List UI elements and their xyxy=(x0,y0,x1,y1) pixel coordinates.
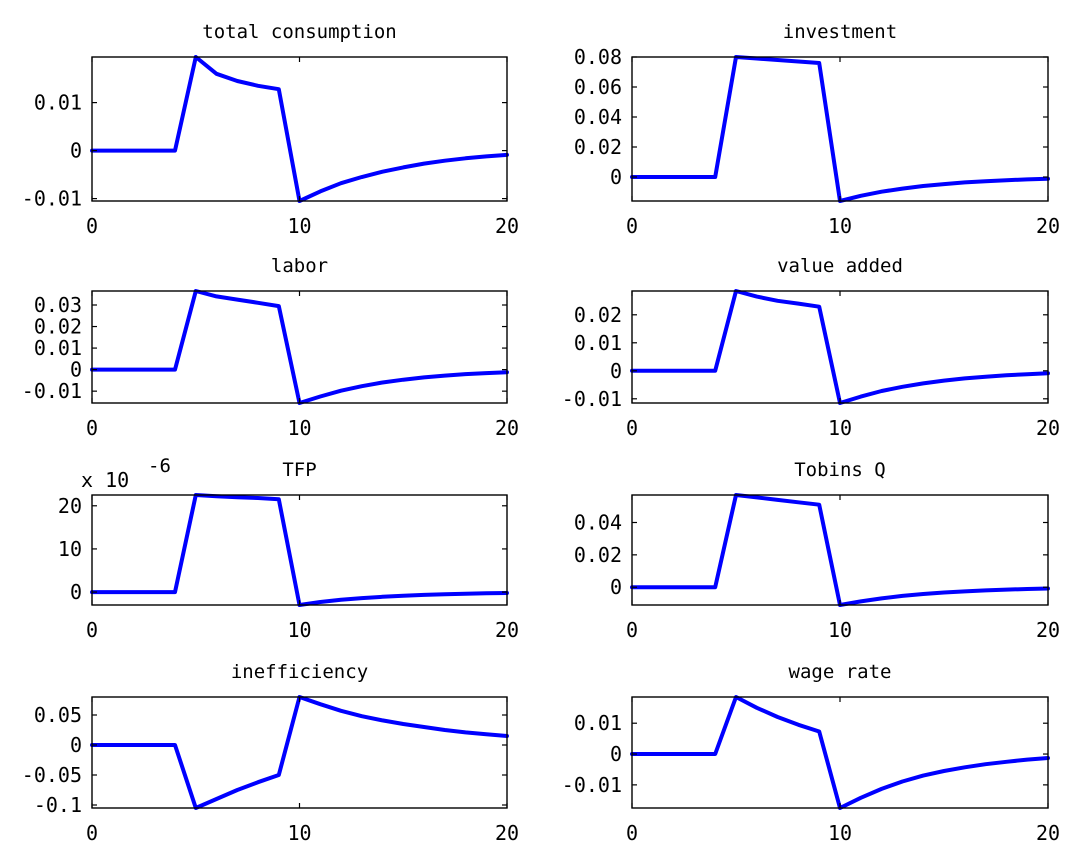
x-tick-label: 0 xyxy=(626,618,638,642)
subplot-title: inefficiency xyxy=(231,661,368,683)
x-tick-label: 0 xyxy=(626,821,638,845)
x-tick-label: 10 xyxy=(287,821,311,845)
x-tick-label: 0 xyxy=(626,416,638,440)
y-tick-label: 0 xyxy=(610,165,622,189)
series-line xyxy=(90,695,509,810)
x-tick-label: 20 xyxy=(1036,821,1060,845)
y-tick-label: -0.01 xyxy=(22,187,82,211)
y-tick-label: -0.01 xyxy=(562,387,622,411)
series-line xyxy=(630,289,1050,405)
y-tick-label: 0.02 xyxy=(34,315,82,339)
y-tick-label: 0.04 xyxy=(574,105,622,129)
x-tick-label: 10 xyxy=(287,416,311,440)
x-tick-label: 20 xyxy=(495,821,519,845)
subplot-title: wage rate xyxy=(789,661,892,683)
subplot-title: investment xyxy=(783,21,897,43)
x-tick-label: 10 xyxy=(828,821,852,845)
y-tick-label: 0 xyxy=(610,742,622,766)
x-tick-label: 20 xyxy=(1036,618,1060,642)
subplot-inefficiency: inefficiency 0 10 20 -0.1 -0.05 0 0.05 xyxy=(22,661,519,845)
y-tick-label: 0.01 xyxy=(574,711,622,735)
axes-frame xyxy=(91,56,508,202)
x-tick-label: 10 xyxy=(828,416,852,440)
y-exponent-power: -6 xyxy=(148,455,171,477)
y-exponent-label: x 10 xyxy=(81,468,129,492)
x-tick-label: 10 xyxy=(287,618,311,642)
subplot-title: value added xyxy=(777,255,903,277)
subplot-investment: investment 0 10 20 0 0.02 0.04 0.06 0.08 xyxy=(574,21,1060,238)
y-tick-label: -0.01 xyxy=(22,379,82,403)
y-tick-label: 0.06 xyxy=(574,75,622,99)
x-tick-label: 10 xyxy=(828,214,852,238)
x-tick-label: 20 xyxy=(495,214,519,238)
y-tick-label: 0.02 xyxy=(574,303,622,327)
y-tick-label: 0.08 xyxy=(574,45,622,69)
y-tick-label: 0.01 xyxy=(34,336,82,360)
y-tick-label: 10 xyxy=(58,537,82,561)
y-tick-label: 0.05 xyxy=(34,703,82,727)
y-tick-label: -0.1 xyxy=(34,793,82,817)
y-tick-label: 0 xyxy=(70,580,82,604)
x-tick-label: 0 xyxy=(626,214,638,238)
x-tick-label: 10 xyxy=(828,618,852,642)
series-line xyxy=(630,493,1050,607)
series-line xyxy=(90,55,509,203)
y-tick-label: 0.02 xyxy=(574,543,622,567)
series-line xyxy=(90,493,509,607)
subplot-title: TFP xyxy=(282,459,316,481)
subplot-title: Tobins Q xyxy=(794,459,886,481)
y-tick-label: 0.01 xyxy=(574,331,622,355)
y-tick-label: 0 xyxy=(70,733,82,757)
y-tick-label: 0.01 xyxy=(34,91,82,115)
subplot-title: total consumption xyxy=(202,21,396,43)
x-tick-label: 0 xyxy=(86,618,98,642)
x-tick-label: 0 xyxy=(86,821,98,845)
y-tick-label: 20 xyxy=(58,494,82,518)
y-tick-label: 0 xyxy=(70,358,82,382)
subplot-tobins-q: Tobins Q 0 10 20 0 0.02 0.04 xyxy=(574,459,1060,642)
x-tick-label: 20 xyxy=(1036,214,1060,238)
x-tick-label: 20 xyxy=(1036,416,1060,440)
x-tick-label: 0 xyxy=(86,416,98,440)
subplot-tfp: TFP x 10 -6 0 10 20 0 10 20 xyxy=(58,455,519,642)
y-tick-label: 0.04 xyxy=(574,511,622,535)
x-tick-label: 20 xyxy=(495,618,519,642)
axes-frame xyxy=(91,494,508,606)
y-tick-label: 0 xyxy=(610,359,622,383)
y-tick-label: 0 xyxy=(70,139,82,163)
series-line xyxy=(630,55,1050,203)
y-tick-label: -0.01 xyxy=(562,773,622,797)
axes-frame xyxy=(631,290,1049,404)
y-tick-label: 0 xyxy=(610,575,622,599)
y-tick-label: -0.05 xyxy=(22,763,82,787)
axes-frame xyxy=(91,696,508,809)
series-line xyxy=(630,695,1050,810)
subplot-title: labor xyxy=(271,255,328,277)
series-line xyxy=(90,289,509,405)
x-tick-label: 0 xyxy=(86,214,98,238)
y-tick-label: 0.03 xyxy=(34,293,82,317)
y-tick-label: 0.02 xyxy=(574,135,622,159)
x-tick-label: 20 xyxy=(495,416,519,440)
x-tick-label: 10 xyxy=(287,214,311,238)
axes-frame xyxy=(91,290,508,404)
